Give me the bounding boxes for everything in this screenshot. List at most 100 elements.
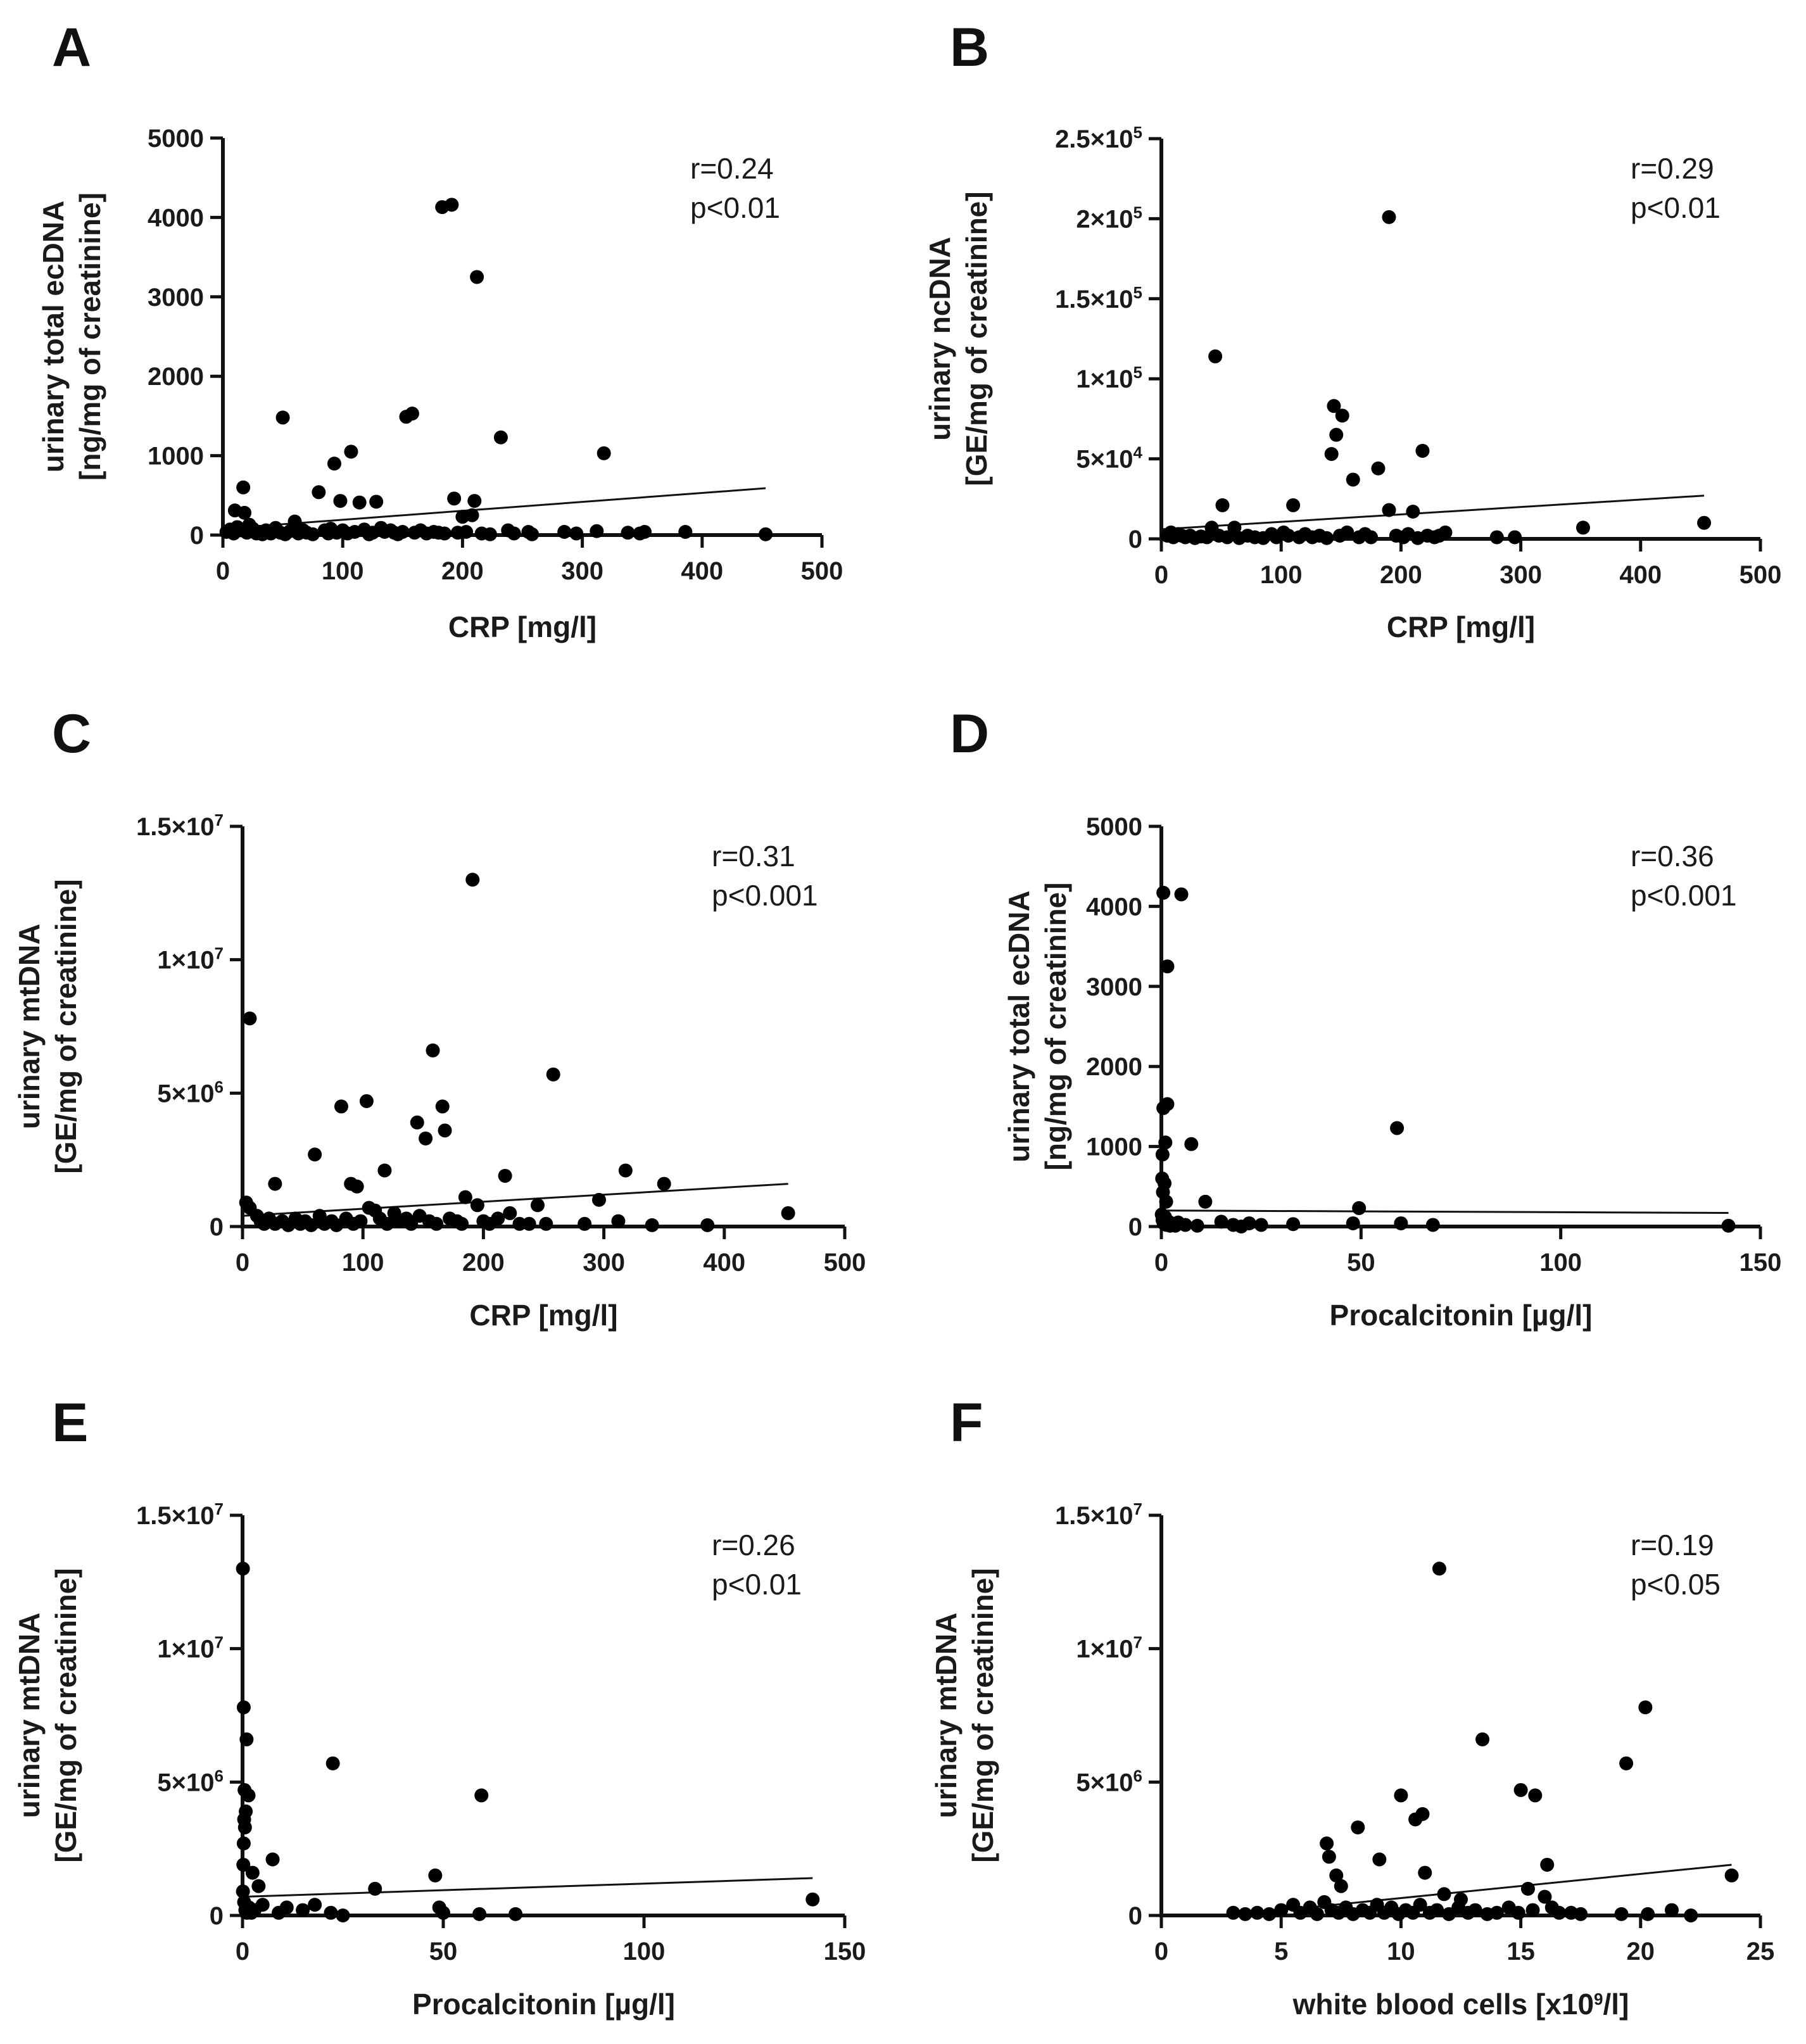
y-axis-title-a: [ng/mg of creatinine] bbox=[73, 192, 106, 481]
data-point-a bbox=[637, 524, 652, 539]
data-point-b bbox=[1215, 498, 1230, 512]
data-point-e bbox=[237, 1820, 252, 1834]
data-point-b bbox=[1208, 349, 1223, 363]
data-point-f bbox=[1641, 1907, 1655, 1921]
data-point-a bbox=[483, 527, 497, 541]
data-point-c bbox=[498, 1168, 512, 1183]
y-tick-label-b: 1×105 bbox=[1076, 363, 1142, 393]
data-point-f bbox=[1664, 1903, 1679, 1917]
y-tick-label-d: 1000 bbox=[1086, 1133, 1142, 1161]
y-axis-title-e: [GE/mg of creatinine] bbox=[49, 1568, 82, 1862]
data-point-c bbox=[377, 1163, 392, 1178]
data-point-d bbox=[1254, 1218, 1268, 1232]
data-point-f bbox=[1262, 1907, 1277, 1921]
y-tick-label-a-part: 5000 bbox=[148, 125, 204, 153]
data-point-c bbox=[522, 1216, 536, 1231]
x-axis-title-a: CRP [mg/l] bbox=[448, 610, 597, 643]
data-point-c bbox=[304, 1218, 319, 1232]
data-point-c bbox=[491, 1211, 505, 1226]
data-point-d bbox=[1159, 1194, 1173, 1209]
data-point-a bbox=[507, 526, 521, 541]
data-point-b bbox=[1227, 520, 1242, 535]
data-point-d bbox=[1178, 1218, 1192, 1232]
data-point-d bbox=[1286, 1217, 1301, 1232]
y-tick-label-f: 0 bbox=[1128, 1902, 1142, 1930]
data-point-d bbox=[1425, 1218, 1440, 1232]
x-tick-label-d: 0 bbox=[1154, 1249, 1168, 1277]
data-point-e bbox=[236, 1857, 251, 1872]
data-point-f bbox=[1432, 1561, 1446, 1576]
data-point-c bbox=[308, 1147, 322, 1162]
data-point-c bbox=[380, 1216, 395, 1231]
data-point-a bbox=[305, 527, 320, 541]
data-point-c bbox=[419, 1131, 433, 1145]
y-tick-label-f: 5×106 bbox=[1076, 1766, 1142, 1796]
data-point-e bbox=[236, 1700, 251, 1715]
data-point-d bbox=[1346, 1216, 1360, 1230]
data-point-a bbox=[344, 445, 358, 459]
y-tick-label-c: 1×107 bbox=[157, 944, 224, 975]
x-tick-label-f: 5 bbox=[1274, 1938, 1288, 1965]
y-tick-label-b-superscript: 5 bbox=[1133, 283, 1142, 302]
data-point-f bbox=[1525, 1903, 1540, 1917]
x-axis-title-a-part: CRP [mg/l] bbox=[448, 610, 597, 643]
data-point-f bbox=[1334, 1879, 1348, 1893]
data-point-f bbox=[1437, 1887, 1451, 1902]
data-point-a bbox=[597, 446, 611, 460]
y-tick-label-b: 5×104 bbox=[1076, 443, 1142, 474]
data-point-b bbox=[1281, 528, 1296, 543]
x-axis-title-f-part: /l] bbox=[1603, 1988, 1629, 2021]
data-point-a bbox=[759, 527, 773, 541]
y-tick-label-b: 2.5×105 bbox=[1055, 123, 1142, 153]
y-tick-label-b-part: 1×10 bbox=[1076, 365, 1133, 393]
x-tick-label-b: 300 bbox=[1500, 561, 1542, 589]
data-point-a bbox=[525, 527, 540, 541]
data-point-e bbox=[241, 1788, 256, 1803]
data-point-c bbox=[578, 1216, 592, 1231]
y-tick-label-e-part: 0 bbox=[210, 1902, 224, 1930]
y-tick-label-a: 5000 bbox=[148, 125, 204, 153]
y-tick-label-b-part: 0 bbox=[1128, 526, 1142, 553]
data-point-b bbox=[1340, 525, 1354, 539]
x-tick-label-f: 10 bbox=[1387, 1938, 1415, 1965]
regression-line-e bbox=[242, 1877, 813, 1898]
data-point-a bbox=[447, 491, 462, 506]
y-tick-label-d: 0 bbox=[1128, 1213, 1142, 1241]
data-point-a bbox=[405, 407, 419, 421]
data-point-a bbox=[352, 495, 367, 510]
data-point-a bbox=[590, 524, 604, 538]
data-point-e bbox=[368, 1881, 382, 1896]
data-point-b bbox=[1199, 530, 1214, 545]
data-point-f bbox=[1528, 1788, 1543, 1803]
data-point-c bbox=[546, 1067, 560, 1082]
y-tick-label-a: 3000 bbox=[148, 284, 204, 312]
y-tick-label-f-superscript: 6 bbox=[1133, 1766, 1142, 1785]
data-point-d bbox=[1721, 1218, 1736, 1233]
data-point-f bbox=[1322, 1850, 1336, 1864]
data-point-f bbox=[1418, 1865, 1432, 1880]
x-tick-label-b: 500 bbox=[1740, 561, 1782, 589]
data-point-b bbox=[1489, 530, 1504, 545]
x-axis-title-c-part: CRP [mg/l] bbox=[469, 1299, 617, 1332]
data-point-f bbox=[1351, 1820, 1365, 1834]
y-tick-label-c: 1.5×107 bbox=[136, 811, 224, 841]
p-value-c: p<0.001 bbox=[712, 879, 818, 912]
data-point-f bbox=[1540, 1857, 1555, 1872]
data-point-f bbox=[1394, 1788, 1408, 1803]
data-point-f bbox=[1520, 1881, 1535, 1896]
data-point-d bbox=[1160, 1097, 1175, 1111]
y-tick-label-a: 1000 bbox=[148, 443, 204, 470]
y-tick-label-e-superscript: 6 bbox=[215, 1766, 224, 1785]
data-point-e bbox=[324, 1905, 338, 1920]
data-point-d bbox=[1160, 959, 1175, 974]
data-point-e bbox=[336, 1908, 350, 1922]
data-point-c bbox=[512, 1216, 527, 1231]
y-tick-label-a-part: 3000 bbox=[148, 284, 204, 312]
data-point-a bbox=[621, 526, 635, 540]
data-point-b bbox=[1406, 505, 1420, 519]
data-point-c bbox=[243, 1011, 257, 1026]
x-axis-title-f: white blood cells [x109/l] bbox=[1292, 1988, 1629, 2021]
data-point-d bbox=[1190, 1218, 1204, 1233]
data-point-a bbox=[438, 526, 452, 541]
